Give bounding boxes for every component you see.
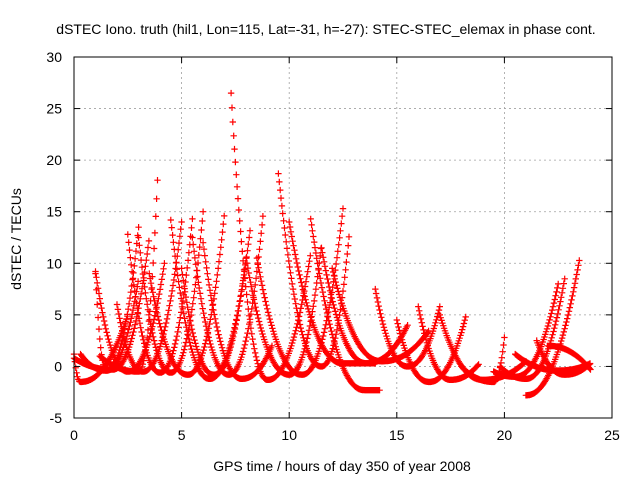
data-series-arc xyxy=(436,311,530,383)
y-tick-label: -5 xyxy=(50,410,63,426)
x-tick-label: 25 xyxy=(604,427,620,443)
data-series-arc xyxy=(544,342,594,373)
plus-markers xyxy=(544,342,594,373)
plus-markers xyxy=(275,170,353,370)
plot-frame xyxy=(73,56,613,419)
plus-markers xyxy=(227,89,314,383)
y-axis-label: dSTEC / TECUs xyxy=(8,188,24,290)
x-tick-label: 15 xyxy=(389,427,405,443)
tick-labels: 0 5 10 15 20 25 -5 0 5 10 15 20 25 30 xyxy=(46,49,620,443)
data-series-arc xyxy=(307,215,383,394)
x-tick-label: 0 xyxy=(70,427,78,443)
data-series-arc xyxy=(533,337,594,378)
plus-markers xyxy=(307,215,383,394)
plus-markers xyxy=(393,313,469,386)
x-tick-label: 10 xyxy=(281,427,297,443)
data-series-arc xyxy=(522,257,583,399)
y-tick-label: 0 xyxy=(54,358,62,374)
axis-ticks xyxy=(73,56,613,419)
plus-markers xyxy=(533,337,594,378)
data-series-arc xyxy=(113,218,185,375)
x-axis-label: GPS time / hours of day 350 of year 2008 xyxy=(213,458,471,474)
data-series-arc xyxy=(415,303,482,383)
y-tick-label: 10 xyxy=(46,255,62,271)
plus-markers xyxy=(178,254,250,378)
y-tick-label: 5 xyxy=(54,307,62,323)
data-series-arc xyxy=(496,275,568,382)
y-tick-label: 30 xyxy=(46,49,62,65)
chart-title: dSTEC Iono. truth (hil1, Lon=115, Lat=-3… xyxy=(56,21,595,37)
plus-markers xyxy=(522,257,583,399)
plus-markers xyxy=(436,311,530,383)
y-tick-label: 15 xyxy=(46,204,62,220)
data-series-arc xyxy=(393,313,469,386)
data-series-arc xyxy=(227,89,314,383)
data-series-arc xyxy=(178,254,250,378)
y-tick-label: 20 xyxy=(46,152,62,168)
plus-markers xyxy=(415,303,482,383)
plus-markers xyxy=(113,218,185,375)
plus-markers xyxy=(496,275,568,382)
x-tick-label: 5 xyxy=(178,427,186,443)
data-points xyxy=(70,89,594,399)
data-series-arc xyxy=(275,170,353,370)
x-tick-label: 20 xyxy=(497,427,513,443)
y-tick-label: 25 xyxy=(46,101,62,117)
